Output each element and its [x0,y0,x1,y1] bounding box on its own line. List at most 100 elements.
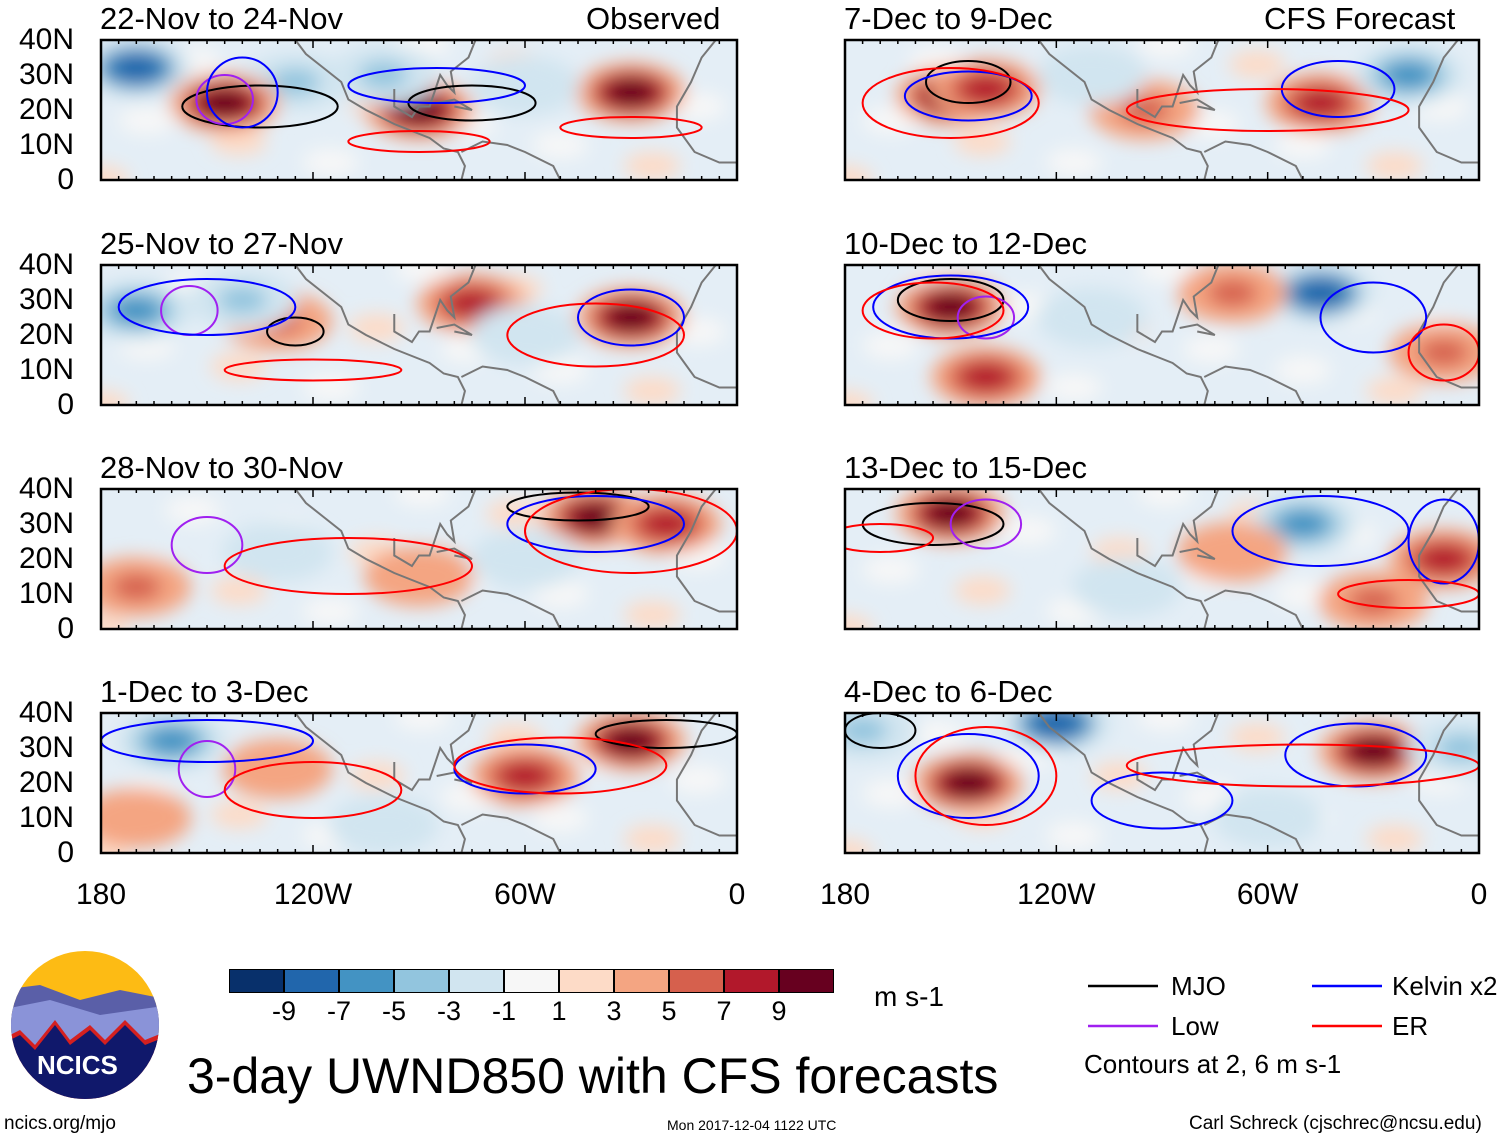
er-contour [524,489,737,574]
colorbar-label: 1 [551,996,567,1026]
coastline [436,547,473,560]
kelvin-contour [506,495,686,553]
anomaly-patch [210,127,267,156]
figure-title: 3-day UWND850 with CFS forecasts [187,1048,999,1104]
legend-low: Low [1171,1011,1219,1041]
anomaly-patch [101,615,129,629]
coastline [393,489,477,568]
coastline [294,489,466,629]
colorbar-swatch [394,969,449,993]
colorbar-label: 5 [661,996,677,1026]
kelvin-contour [1231,495,1410,567]
anomaly-blob [1436,734,1479,762]
anomaly-patch [348,314,405,342]
coastline [1203,365,1304,405]
er-contour [861,67,1040,139]
coastline [1037,40,1209,180]
anomaly-blob [146,727,197,755]
y-tick-label: 20N [18,318,74,351]
anomaly-blob [1066,304,1117,331]
anomaly-patch [532,804,589,832]
anomaly-blob [500,545,550,573]
panel-title: 7-Dec to 9-Dec [844,1,1053,36]
er-contour [559,116,703,139]
anomaly-patch [1137,713,1194,731]
anomaly-patch [862,779,919,808]
mjo-contour [266,316,325,347]
kelvin-contour [896,733,1040,819]
cfs-forecast-label: CFS Forecast [1264,1,1456,36]
colorbar-swatch [669,969,724,993]
er-contour [914,726,1058,826]
coastline [294,713,466,853]
colorbar-swatch [284,969,339,993]
anomaly-blob [943,769,994,797]
anomaly-patch [845,839,873,853]
anomaly-patch [1229,723,1286,752]
anomaly-patch [394,713,451,731]
anomaly-blob [1295,89,1346,117]
y-tick-label: 10N [18,128,74,161]
observed-label: Observed [586,1,721,36]
colorbar-swatch [339,969,394,993]
colorbar-swatch [779,969,834,993]
anomaly-patch [845,391,873,405]
anomaly-blob [925,500,976,527]
coastline [1136,40,1220,119]
footer-timestamp: Mon 2017-12-04 1122 UTC [667,1117,837,1133]
anomaly-patch [101,166,129,180]
anomaly-patch [954,127,1011,156]
anomaly-blob [111,804,162,832]
y-tick-label: 10N [18,801,74,834]
anomaly-patch [302,148,359,177]
panel-title: 28-Nov to 30-Nov [100,450,343,485]
y-tick-label: 20N [18,766,74,799]
coastline [393,713,477,792]
anomaly-blob [606,304,656,331]
anomaly-patch [624,377,681,405]
anomaly-blob [500,321,550,349]
footer-url[interactable]: ncics.org/mjo [4,1113,116,1134]
colorbar-swatch [229,969,284,993]
anomaly-patch [118,106,175,135]
anomaly-blob [641,510,692,538]
anomaly-patch [862,555,919,584]
coastline [1418,713,1479,837]
anomaly-blob [1383,61,1434,89]
x-tick-label: 0 [1470,878,1488,911]
mjo-contour [845,713,917,749]
x-tick-label: 60W [494,878,556,911]
anomaly-patch [532,131,589,159]
anomaly-patch [1183,335,1240,363]
coastline [1136,713,1220,792]
map-panel [845,40,1479,180]
er-contour [1125,88,1410,132]
legend-kelvin: Kelvin x2 [1392,971,1498,1001]
coastline [436,323,473,336]
y-tick-label: 10N [18,577,74,610]
y-tick-label: 40N [18,472,74,505]
anomaly-blob [1278,510,1328,538]
coastline [460,813,562,853]
anomaly-blob [111,54,162,82]
x-tick-label: 180 [819,878,871,911]
legend-note: Contours at 2, 6 m s-1 [1084,1049,1342,1079]
anomaly-patch [1000,517,1057,545]
legend-mjo: MJO [1171,971,1226,1001]
anomaly-patch [394,489,451,507]
anomaly-patch [862,331,919,360]
anomaly-patch [1137,40,1194,58]
x-tick-label: 180 [75,878,127,911]
anomaly-blob [358,61,409,89]
er-contour [453,736,668,795]
anomaly-blob [1348,738,1399,765]
anomaly-patch [1366,377,1423,405]
kelvin-contour [1407,498,1479,585]
colorbar-label: -5 [381,996,407,1026]
colorbar-label: 3 [606,996,622,1026]
anomaly-patch [210,800,267,829]
map-panel [845,713,1479,853]
er-contour [223,358,403,382]
anomaly-blob [1295,279,1346,307]
x-tick-label: 0 [728,878,746,911]
